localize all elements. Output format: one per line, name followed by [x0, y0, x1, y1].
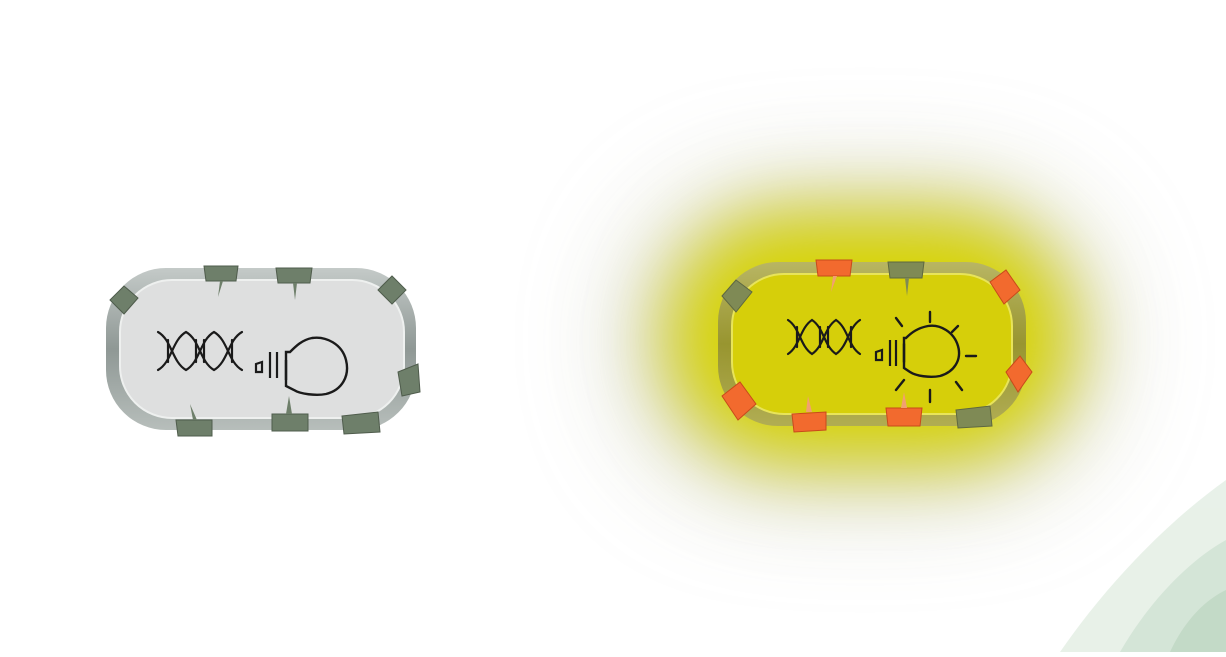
promoter-icon	[874, 340, 898, 366]
receptor	[271, 396, 309, 432]
receptor	[1005, 355, 1033, 393]
receptor	[341, 411, 381, 435]
receptor	[815, 259, 853, 292]
dna-icon	[156, 330, 244, 372]
lightbulb-on-icon	[894, 310, 978, 404]
receptor	[377, 275, 407, 305]
receptor	[955, 405, 993, 429]
lightbulb-off-icon	[284, 336, 349, 396]
promoter-icon	[254, 352, 279, 378]
receptor	[791, 396, 827, 433]
receptors	[109, 265, 421, 437]
receptor	[887, 261, 925, 296]
dna-icon	[786, 318, 862, 356]
receptor	[203, 265, 239, 297]
receptor	[109, 285, 139, 315]
receptor	[885, 392, 923, 427]
cell-active	[640, 200, 1090, 480]
receptor	[175, 404, 213, 437]
receptor	[721, 279, 753, 313]
receptor	[721, 381, 757, 421]
corner-swoosh	[1060, 480, 1226, 652]
cell-cytoplasm	[119, 279, 405, 419]
cell-inactive	[106, 265, 421, 437]
receptors	[721, 259, 1033, 433]
receptor	[275, 267, 313, 300]
cell-cytoplasm	[731, 273, 1013, 415]
receptor	[989, 269, 1021, 305]
receptor	[397, 363, 421, 397]
